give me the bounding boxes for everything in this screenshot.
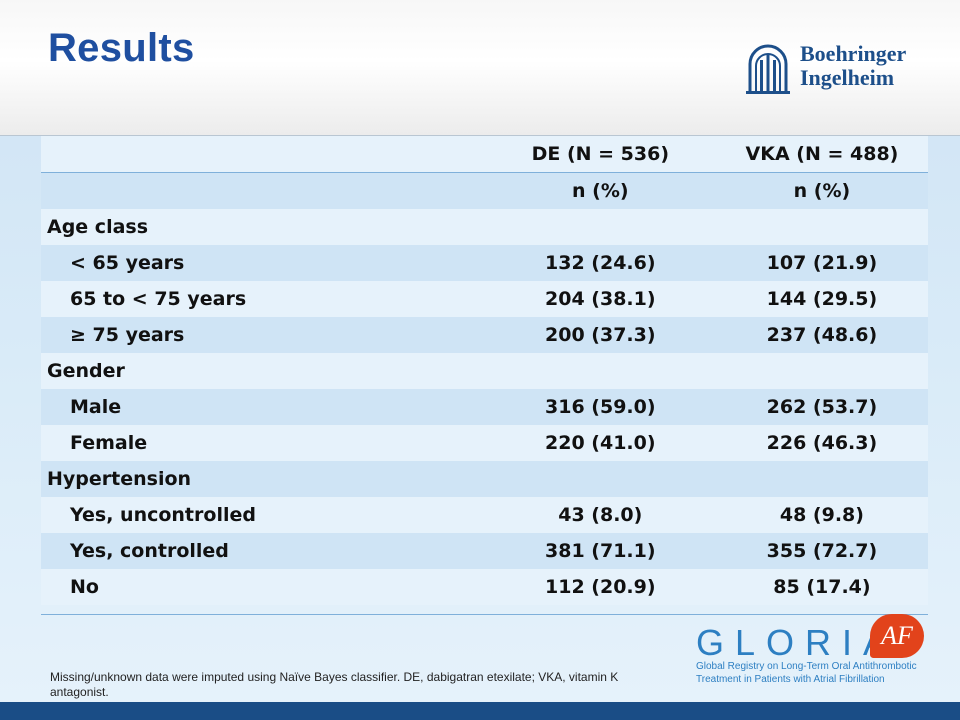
table-row: 65 to < 75 years 204 (38.1) 144 (29.5) xyxy=(41,281,928,317)
cell-de: 43 (8.0) xyxy=(454,497,716,533)
cell-de: 316 (59.0) xyxy=(454,389,716,425)
row-label: 65 to < 75 years xyxy=(41,281,455,317)
cell-vka: 85 (17.4) xyxy=(715,569,928,605)
gloria-af-logo: GLORIA AF Global Registry on Long-Term O… xyxy=(696,614,936,692)
table-header-row: DE (N = 536) VKA (N = 488) xyxy=(41,136,928,173)
slide-title: Results xyxy=(48,26,195,70)
table-bottom-rule xyxy=(41,614,928,615)
col-header-vka: VKA (N = 488) xyxy=(715,136,928,173)
slide-header: Results Boehringer Ingelheim xyxy=(0,0,960,136)
cell-vka: 226 (46.3) xyxy=(715,425,928,461)
bi-wordmark: Boehringer Ingelheim xyxy=(800,41,907,90)
section-label: Hypertension xyxy=(41,461,455,497)
cell-de: 381 (71.1) xyxy=(454,533,716,569)
row-label: No xyxy=(41,569,455,605)
row-label: Yes, uncontrolled xyxy=(41,497,455,533)
table-row: < 65 years 132 (24.6) 107 (21.9) xyxy=(41,245,928,281)
af-badge: AF xyxy=(870,614,924,658)
table-row: ≥ 75 years 200 (37.3) 237 (48.6) xyxy=(41,317,928,353)
cell-de: 132 (24.6) xyxy=(454,245,716,281)
table-subheader-row: n (%) n (%) xyxy=(41,172,928,209)
cell-de: 204 (38.1) xyxy=(454,281,716,317)
section-label: Gender xyxy=(41,353,455,389)
row-label: Yes, controlled xyxy=(41,533,455,569)
cell-vka: 262 (53.7) xyxy=(715,389,928,425)
cell-vka: 48 (9.8) xyxy=(715,497,928,533)
table-row: No 112 (20.9) 85 (17.4) xyxy=(41,569,928,605)
gloria-wordmark: GLORIA xyxy=(696,622,899,663)
table-row: Yes, controlled 381 (71.1) 355 (72.7) xyxy=(41,533,928,569)
section-row-hypertension: Hypertension xyxy=(41,461,928,497)
section-row-gender: Gender xyxy=(41,353,928,389)
col-subheader-vka: n (%) xyxy=(715,172,928,209)
table-row: Yes, uncontrolled 43 (8.0) 48 (9.8) xyxy=(41,497,928,533)
table-row: Female 220 (41.0) 226 (46.3) xyxy=(41,425,928,461)
col-header-de: DE (N = 536) xyxy=(454,136,716,173)
results-table: DE (N = 536) VKA (N = 488) n (%) n (%) A… xyxy=(41,136,928,605)
cell-vka: 237 (48.6) xyxy=(715,317,928,353)
row-label: ≥ 75 years xyxy=(41,317,455,353)
cell-de: 200 (37.3) xyxy=(454,317,716,353)
table-row: Male 316 (59.0) 262 (53.7) xyxy=(41,389,928,425)
section-label: Age class xyxy=(41,209,455,245)
gloria-tagline: Global Registry on Long-Term Oral Antith… xyxy=(696,661,917,685)
row-label: Female xyxy=(41,425,455,461)
cell-de: 220 (41.0) xyxy=(454,425,716,461)
bottom-accent-bar xyxy=(0,702,960,720)
boehringer-ingelheim-logo: Boehringer Ingelheim xyxy=(742,38,932,98)
cell-vka: 355 (72.7) xyxy=(715,533,928,569)
row-label: Male xyxy=(41,389,455,425)
row-label: < 65 years xyxy=(41,245,455,281)
footnote: Missing/unknown data were imputed using … xyxy=(50,670,619,699)
cell-vka: 107 (21.9) xyxy=(715,245,928,281)
section-row-age: Age class xyxy=(41,209,928,245)
cell-de: 112 (20.9) xyxy=(454,569,716,605)
cell-vka: 144 (29.5) xyxy=(715,281,928,317)
col-subheader-de: n (%) xyxy=(454,172,716,209)
bi-emblem-icon xyxy=(746,44,790,94)
